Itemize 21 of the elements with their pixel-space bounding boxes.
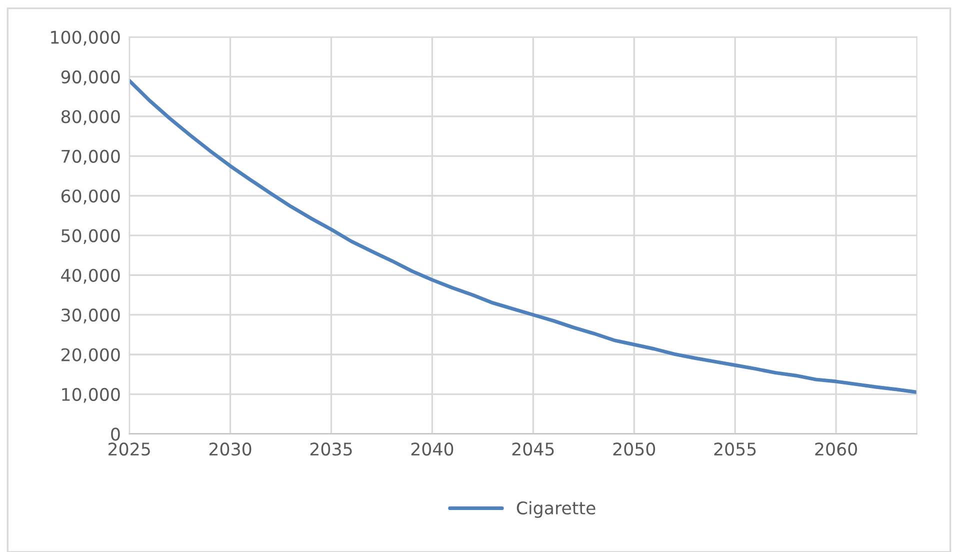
x-tick-label: 2025 bbox=[108, 442, 150, 456]
legend-label: Cigarette bbox=[516, 501, 596, 518]
y-tick-label: 100,000 bbox=[51, 30, 120, 46]
x-tick-label: 2035 bbox=[310, 442, 352, 456]
y-tick-label: 40,000 bbox=[61, 268, 120, 284]
y-tick-label: 0 bbox=[111, 428, 120, 441]
y-tick-label: 90,000 bbox=[61, 70, 120, 86]
y-tick-label: 20,000 bbox=[62, 348, 120, 364]
y-tick-label: 70,000 bbox=[62, 150, 120, 165]
y-tick-label: 60,000 bbox=[61, 189, 120, 204]
y-tick-label: 80,000 bbox=[61, 110, 120, 125]
line-series bbox=[129, 78, 917, 394]
y-tick-label: 50,000 bbox=[62, 229, 120, 244]
y-tick-label: 30,000 bbox=[62, 308, 120, 324]
y-tick-label: 10,000 bbox=[62, 388, 120, 403]
x-tick-label: 2055 bbox=[714, 442, 756, 456]
x-tick-label: 2050 bbox=[613, 442, 656, 456]
x-tick-label: 2040 bbox=[411, 442, 454, 456]
x-tick-label: 2030 bbox=[209, 442, 252, 456]
x-tick-label: 2060 bbox=[815, 442, 857, 456]
x-tick-label: 2045 bbox=[512, 442, 554, 456]
